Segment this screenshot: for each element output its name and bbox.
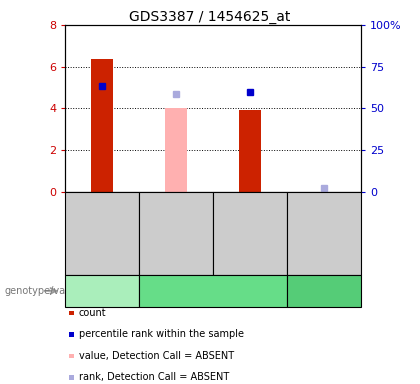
Text: GSM266064: GSM266064 [319,198,329,268]
Bar [165,109,187,192]
Text: heterozygous
null: heterozygous null [294,281,355,301]
Text: count: count [79,308,107,318]
Text: GSM266063: GSM266063 [97,199,107,268]
Bar [239,109,261,192]
Text: genotype/variation: genotype/variation [4,286,97,296]
Text: GSM266062: GSM266062 [245,199,255,268]
Bar [91,60,113,192]
Text: percentile rank within the sample: percentile rank within the sample [79,329,244,339]
Text: GSM266061: GSM266061 [171,199,181,268]
Text: value, Detection Call = ABSENT: value, Detection Call = ABSENT [79,351,234,361]
Text: rank, Detection Call = ABSENT: rank, Detection Call = ABSENT [79,372,229,382]
Text: GDS3387 / 1454625_at: GDS3387 / 1454625_at [129,10,291,23]
Text: wild type: wild type [81,286,123,295]
Text: homozygous null: homozygous null [175,286,252,295]
